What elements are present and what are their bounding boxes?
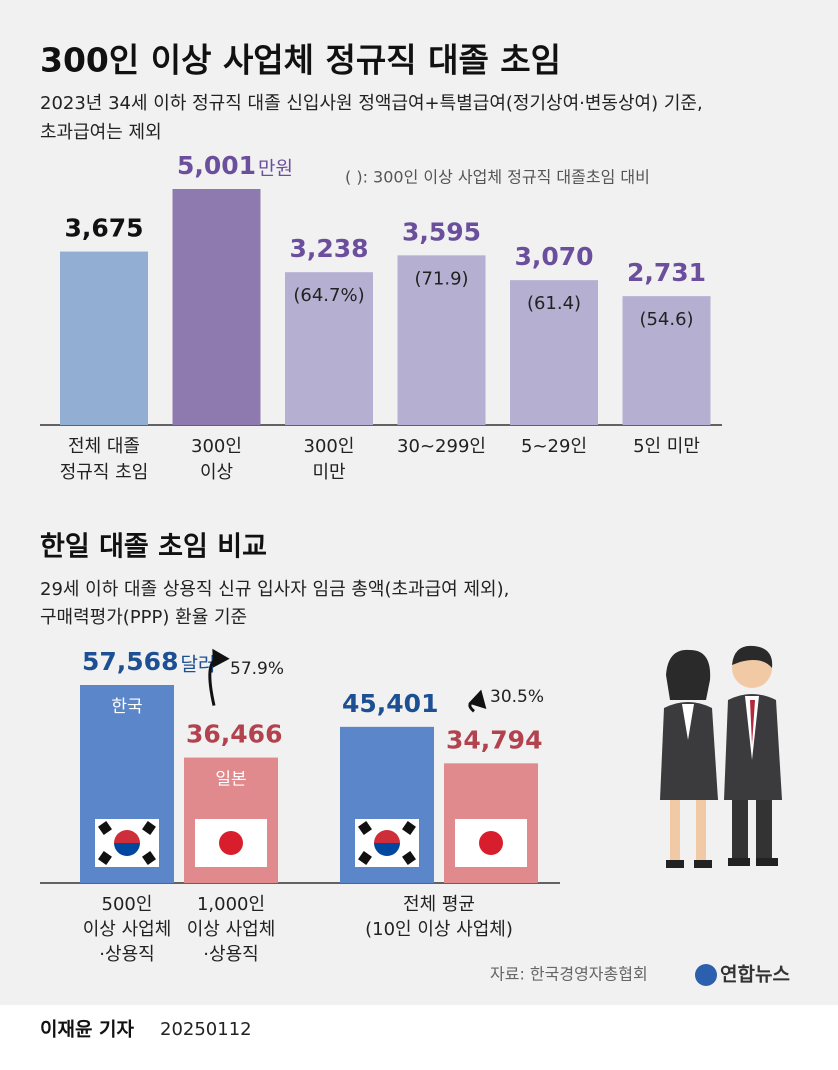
bar — [285, 272, 373, 425]
flag-trigram — [98, 851, 112, 865]
value-label: 45,401 — [342, 689, 438, 718]
section-title: 한일 대졸 초임 비교 — [40, 532, 267, 563]
flag-sun — [219, 831, 243, 855]
value-label: 3,595 — [402, 217, 481, 246]
x-tick-label: 5~29인 — [521, 436, 587, 457]
note: ( ): 300인 이상 사업체 정규직 대졸초임 대비 — [345, 168, 650, 187]
gap-label: 30.5% — [490, 687, 544, 707]
flag-sun — [479, 831, 503, 855]
x-tick-label: 300인 이상 — [191, 436, 242, 483]
x-tick-label: 300인 미만 — [304, 436, 355, 483]
value-label: 57,568 — [82, 647, 178, 676]
ratio-label: (71.9) — [414, 268, 468, 289]
value-label: 3,675 — [64, 214, 143, 243]
value-label: 3,238 — [289, 234, 368, 263]
title: 300인 이상 사업체 정규직 대졸 초임 — [40, 41, 561, 80]
value-label: 34,794 — [446, 725, 542, 754]
x-tick-label: 전체 대졸 정규직 초임 — [60, 436, 149, 483]
logo: 연합뉴스 — [720, 964, 790, 986]
value-label: 5,001 — [177, 151, 256, 180]
arrow-head — [468, 689, 487, 709]
x-tick-label: 5인 미만 — [633, 436, 700, 457]
bar — [622, 296, 711, 425]
value-label: 2,731 — [627, 258, 706, 287]
gap-label: 57.9% — [230, 659, 284, 679]
series-name: 일본 — [215, 770, 246, 790]
ratio-label: (54.6) — [639, 309, 693, 330]
byline: 이재윤 기자 — [40, 1019, 135, 1041]
series-name: 한국 — [111, 697, 142, 717]
date: 20250112 — [160, 1019, 252, 1040]
flag-taeguk — [374, 830, 400, 843]
flag-taeguk — [114, 830, 140, 843]
section-subtitle: 29세 이하 대졸 상용직 신규 입사자 임금 총액(초과급여 제외), — [40, 579, 509, 600]
flag-taeguk — [374, 843, 400, 856]
bar — [172, 189, 261, 425]
flag-trigram — [402, 851, 416, 865]
flag-trigram — [358, 851, 372, 865]
flag-trigram — [358, 821, 372, 835]
people-illustration — [660, 645, 782, 868]
section-subtitle: 구매력평가(PPP) 환율 기준 — [40, 607, 247, 628]
bar — [397, 255, 486, 425]
x-tick-label: 30~299인 — [397, 436, 486, 457]
flag-trigram — [98, 821, 112, 835]
value-label: 36,466 — [186, 720, 282, 749]
x-tick-label: 500인 이상 사업체 ·상용직 — [83, 894, 172, 965]
unit-label: 만원 — [258, 158, 293, 180]
bar — [60, 251, 148, 425]
bar — [510, 280, 598, 425]
arrow-head — [212, 648, 230, 668]
flag-taeguk — [114, 843, 140, 856]
subtitle: 초과급여는 제외 — [40, 122, 162, 143]
x-tick-label: 전체 평균 (10인 이상 사업체) — [365, 894, 513, 940]
ratio-label: (61.4) — [527, 293, 581, 314]
unit-label: 달러 — [180, 654, 215, 676]
flag-trigram — [142, 851, 156, 865]
x-tick-label: 1,000인 이상 사업체 ·상용직 — [187, 894, 276, 965]
logo-mark — [695, 964, 717, 986]
flag-trigram — [402, 821, 416, 835]
ratio-label: (64.7%) — [293, 285, 364, 306]
value-label: 3,070 — [514, 242, 593, 271]
subtitle: 2023년 34세 이하 정규직 대졸 신입사원 정액급여+특별급여(정기상여·… — [40, 93, 703, 114]
source: 자료: 한국경영자총협회 — [490, 965, 648, 984]
flag-trigram — [142, 821, 156, 835]
